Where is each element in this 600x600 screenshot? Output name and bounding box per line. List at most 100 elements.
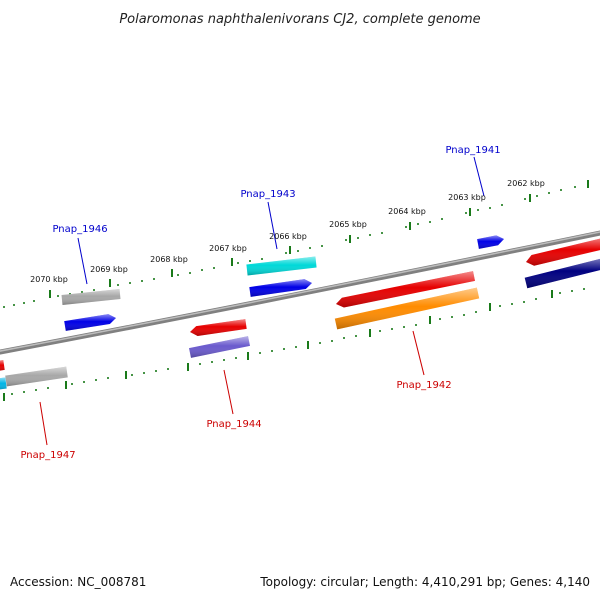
minor-tick: [285, 252, 287, 254]
kbp-label-2062: 2062 kbp: [507, 179, 545, 188]
feature-pnap-1944-shading: [189, 336, 250, 358]
minor-tick: [143, 372, 145, 374]
minor-tick: [237, 262, 239, 264]
feature-gray-reverse[interactable]: [5, 366, 68, 387]
feature-pnap-1941[interactable]: [477, 235, 504, 249]
minor-tick: [381, 232, 383, 234]
minor-tick: [131, 374, 133, 376]
minor-tick: [355, 335, 357, 337]
minor-tick: [155, 370, 157, 372]
minor-tick: [295, 346, 297, 348]
feature-pnap-1946[interactable]: [64, 314, 116, 331]
feature-red-right[interactable]: [526, 237, 600, 266]
minor-tick: [117, 284, 119, 286]
feature-red-left-edge[interactable]: [0, 360, 5, 371]
minor-tick: [524, 198, 526, 200]
minor-tick: [107, 377, 109, 379]
minor-tick: [391, 328, 393, 330]
feature-pnap-1943[interactable]: [249, 279, 312, 297]
feature-cyan[interactable]: [246, 256, 317, 276]
minor-tick: [441, 218, 443, 220]
minor-tick: [23, 391, 25, 393]
feature-navy-right-shading: [524, 258, 600, 289]
gene-label-pnap-1941: Pnap_1941: [445, 145, 500, 156]
genome-backbone: [0, 230, 600, 355]
gene-label-pnap-1944: Pnap_1944: [206, 419, 261, 430]
minor-tick: [379, 330, 381, 332]
minor-tick: [283, 348, 285, 350]
kbp-label-2069: 2069 kbp: [90, 265, 128, 274]
minor-tick: [153, 278, 155, 280]
feature-gray-reverse-shading: [5, 366, 68, 387]
minor-tick: [177, 274, 179, 276]
minor-tick: [331, 340, 333, 342]
minor-tick: [129, 282, 131, 284]
gene-label-pnap-1946: Pnap_1946: [52, 224, 107, 235]
feature-pnap-1944-red[interactable]: [190, 319, 247, 336]
minor-tick: [235, 357, 237, 359]
minor-tick: [35, 389, 37, 391]
minor-tick: [511, 303, 513, 305]
feature-pnap-1943-shading: [249, 279, 312, 297]
feature-pnap-1944[interactable]: [189, 336, 250, 358]
feature-gray-forward[interactable]: [61, 289, 121, 305]
minor-tick: [69, 293, 71, 295]
minor-tick: [536, 195, 538, 197]
minor-tick: [223, 359, 225, 361]
gene-label-pnap-1943: Pnap_1943: [240, 189, 295, 200]
minor-tick: [571, 290, 573, 292]
minor-tick: [560, 189, 562, 191]
minor-tick: [463, 314, 465, 316]
minor-tick: [559, 292, 561, 294]
minor-tick: [3, 306, 5, 308]
page-title: Polaromonas naphthalenivorans CJ2, compl…: [119, 12, 480, 27]
minor-tick: [95, 379, 97, 381]
minor-tick: [477, 209, 479, 211]
minor-tick: [345, 239, 347, 241]
kbp-label-2063: 2063 kbp: [448, 193, 486, 202]
tick-track-outer: [3, 180, 589, 308]
minor-tick: [309, 247, 311, 249]
minor-tick: [451, 316, 453, 318]
minor-tick: [271, 350, 273, 352]
minor-tick: [535, 298, 537, 300]
minor-tick: [369, 234, 371, 236]
minor-tick: [23, 302, 25, 304]
minor-tick: [211, 361, 213, 363]
minor-tick: [141, 280, 143, 282]
minor-tick: [465, 212, 467, 214]
minor-tick: [259, 352, 261, 354]
kbp-label-2065: 2065 kbp: [329, 220, 367, 229]
minor-tick: [93, 289, 95, 291]
feature-cyan-shading: [246, 256, 317, 276]
minor-tick: [403, 326, 405, 328]
feature-cyan-left-edge[interactable]: [0, 377, 7, 391]
minor-tick: [523, 301, 525, 303]
minor-tick: [439, 318, 441, 320]
minor-tick: [199, 363, 201, 365]
kbp-label-2068: 2068 kbp: [150, 255, 188, 264]
minor-tick: [574, 186, 576, 188]
feature-pnap-1942-red[interactable]: [336, 271, 475, 308]
minor-tick: [475, 311, 477, 313]
feature-cyan-left-edge-shading: [0, 377, 7, 390]
minor-tick: [57, 295, 59, 297]
minor-tick: [47, 387, 49, 389]
kbp-label-2064: 2064 kbp: [388, 207, 426, 216]
gene-callouts: [39, 156, 485, 446]
feature-red-left-edge-shading: [0, 360, 5, 371]
minor-tick: [167, 368, 169, 370]
feature-pnap-1942[interactable]: [334, 287, 480, 330]
minor-tick: [415, 324, 417, 326]
minor-tick: [261, 258, 263, 260]
feature-pnap-1946-shading: [64, 314, 116, 331]
feature-navy-right[interactable]: [524, 257, 600, 289]
minor-tick: [405, 226, 407, 228]
minor-tick: [33, 300, 35, 302]
minor-tick: [357, 237, 359, 239]
gene-label-pnap-1947: Pnap_1947: [20, 450, 75, 461]
feature-pnap-1941-shading: [477, 235, 504, 249]
minor-tick: [499, 305, 501, 307]
